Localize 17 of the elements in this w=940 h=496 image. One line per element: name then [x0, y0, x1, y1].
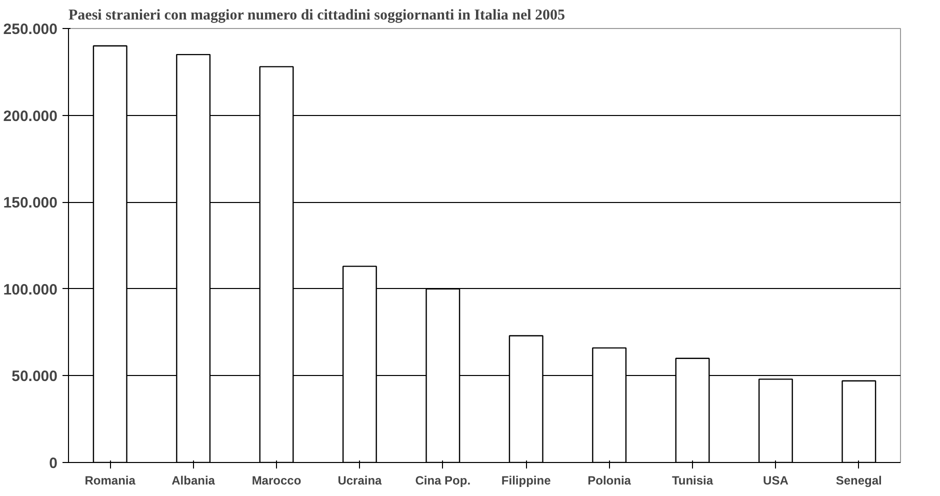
- x-tick-label: Polonia: [588, 474, 632, 488]
- x-tick-label: Romania: [84, 474, 136, 488]
- x-tick-label: Senegal: [836, 474, 882, 488]
- x-tick-label: Marocco: [252, 474, 302, 488]
- y-tick-label: 100.000: [3, 281, 58, 298]
- y-tick-label: 0: [49, 455, 58, 472]
- y-tick-label: 200.000: [3, 108, 58, 125]
- y-tick-label: 250.000: [3, 21, 58, 38]
- chart-title: Paesi stranieri con maggior numero di cittadini soggiornanti in Italia nel 2005: [68, 8, 566, 24]
- x-tick-label: Tunisia: [672, 474, 714, 488]
- x-tick-label: Ucraina: [338, 474, 382, 488]
- y-tick-label: 150.000: [3, 194, 58, 212]
- x-tick-label: Filippine: [501, 474, 552, 488]
- y-tick-label: 50.000: [12, 368, 58, 386]
- x-tick-label: Albania: [172, 474, 216, 488]
- x-tick-label: USA: [763, 474, 789, 488]
- x-tick-label: Cina Pop.: [415, 474, 471, 488]
